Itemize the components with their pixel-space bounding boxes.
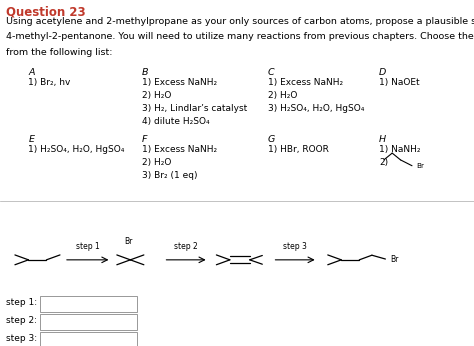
Text: step 3:: step 3: <box>6 334 37 343</box>
Text: 2) H₂O: 2) H₂O <box>142 158 172 167</box>
Text: 4) dilute H₂SO₄: 4) dilute H₂SO₄ <box>142 117 210 126</box>
Text: Question 23: Question 23 <box>6 5 85 18</box>
Text: D: D <box>379 68 387 77</box>
Text: 1) HBr, ROOR: 1) HBr, ROOR <box>268 145 328 154</box>
Text: step 1: step 1 <box>76 242 100 251</box>
Text: A: A <box>28 68 35 77</box>
Text: from the following list:: from the following list: <box>6 47 112 56</box>
Text: Using acetylene and 2-methylpropane as your only sources of carbon atoms, propos: Using acetylene and 2-methylpropane as y… <box>6 17 474 26</box>
Text: 1) Excess NaNH₂: 1) Excess NaNH₂ <box>268 78 343 87</box>
Text: E: E <box>28 135 35 144</box>
Text: step 3: step 3 <box>283 242 307 251</box>
Text: step 2: step 2 <box>174 242 198 251</box>
Text: B: B <box>142 68 149 77</box>
Text: Br: Br <box>124 237 132 246</box>
Text: 1) Br₂, hv: 1) Br₂, hv <box>28 78 71 87</box>
Text: 1) H₂SO₄, H₂O, HgSO₄: 1) H₂SO₄, H₂O, HgSO₄ <box>28 145 125 154</box>
Text: 3) H₂SO₄, H₂O, HgSO₄: 3) H₂SO₄, H₂O, HgSO₄ <box>268 104 364 113</box>
Text: Br: Br <box>390 255 399 264</box>
FancyBboxPatch shape <box>40 296 137 312</box>
Text: 2) H₂O: 2) H₂O <box>268 91 297 100</box>
Text: step 2:: step 2: <box>6 316 36 325</box>
FancyBboxPatch shape <box>40 314 137 330</box>
Text: 2) H₂O: 2) H₂O <box>142 91 172 100</box>
Text: G: G <box>268 135 275 144</box>
Text: 2): 2) <box>379 158 388 167</box>
Text: Br: Br <box>416 163 424 169</box>
Text: H: H <box>379 135 386 144</box>
Text: 1) Excess NaNH₂: 1) Excess NaNH₂ <box>142 78 217 87</box>
Text: 4-methyl-2-pentanone. You will need to utilize many reactions from previous chap: 4-methyl-2-pentanone. You will need to u… <box>6 33 474 42</box>
Text: step 1:: step 1: <box>6 298 37 308</box>
Text: 1) NaOEt: 1) NaOEt <box>379 78 420 87</box>
Text: 1) NaNH₂: 1) NaNH₂ <box>379 145 421 154</box>
FancyBboxPatch shape <box>40 331 137 346</box>
Text: 3) Br₂ (1 eq): 3) Br₂ (1 eq) <box>142 171 198 180</box>
Text: 1) Excess NaNH₂: 1) Excess NaNH₂ <box>142 145 217 154</box>
Text: F: F <box>142 135 148 144</box>
Text: C: C <box>268 68 274 77</box>
Text: 3) H₂, Lindlar’s catalyst: 3) H₂, Lindlar’s catalyst <box>142 104 247 113</box>
